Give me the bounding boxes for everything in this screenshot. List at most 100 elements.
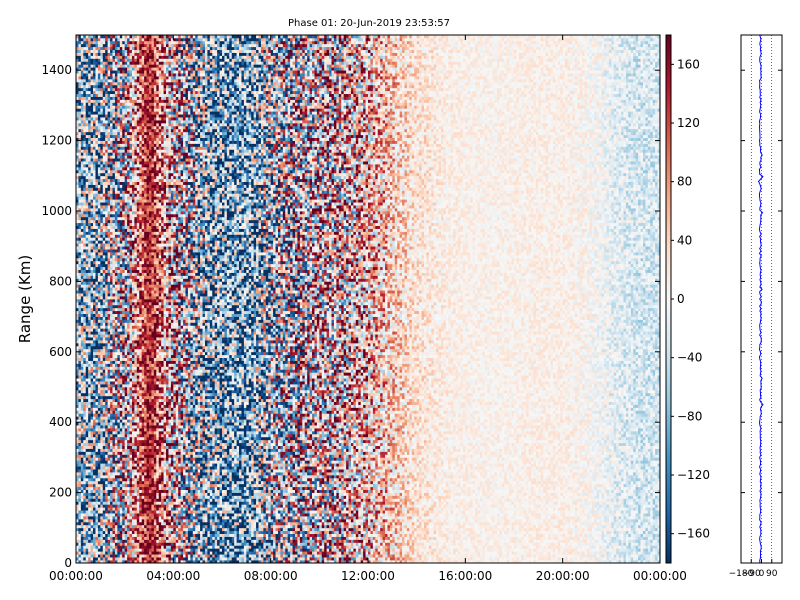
heatmap-cell bbox=[127, 64, 130, 67]
heatmap-cell bbox=[95, 146, 98, 149]
heatmap-cell bbox=[86, 428, 89, 431]
heatmap-cell bbox=[117, 311, 120, 314]
heatmap-cell bbox=[103, 487, 106, 490]
heatmap-cell bbox=[100, 557, 103, 560]
heatmap-cell bbox=[113, 431, 116, 434]
heatmap-cell bbox=[115, 328, 118, 331]
heatmap-cell bbox=[91, 393, 94, 396]
heatmap-cell bbox=[81, 50, 84, 53]
heatmap-cell bbox=[117, 252, 120, 255]
heatmap-cell bbox=[86, 361, 89, 364]
heatmap-cell bbox=[93, 284, 96, 287]
heatmap-cell bbox=[86, 79, 89, 82]
heatmap-cell bbox=[110, 73, 113, 76]
heatmap-cell bbox=[81, 278, 84, 281]
heatmap-cell bbox=[78, 311, 81, 314]
heatmap-cell bbox=[86, 170, 89, 173]
heatmap-cell bbox=[122, 73, 125, 76]
heatmap-cell bbox=[113, 522, 116, 525]
heatmap-cell bbox=[98, 217, 101, 220]
heatmap-cell bbox=[78, 240, 81, 243]
heatmap-cell bbox=[120, 240, 123, 243]
heatmap-cell bbox=[88, 267, 91, 270]
heatmap-cell bbox=[91, 246, 94, 249]
heatmap-cell bbox=[95, 299, 98, 302]
heatmap-cell bbox=[108, 141, 111, 144]
heatmap-cell bbox=[127, 56, 130, 59]
heatmap-cell bbox=[108, 343, 111, 346]
heatmap-cell bbox=[103, 82, 106, 85]
heatmap-cell bbox=[91, 308, 94, 311]
heatmap-cell bbox=[86, 296, 89, 299]
heatmap-cell bbox=[103, 522, 106, 525]
heatmap-cell bbox=[98, 76, 101, 79]
heatmap-cell bbox=[88, 173, 91, 176]
heatmap-cell bbox=[130, 501, 133, 504]
heatmap-cell bbox=[127, 510, 130, 513]
heatmap-cell bbox=[81, 138, 84, 141]
heatmap-cell bbox=[93, 322, 96, 325]
heatmap-cell bbox=[113, 443, 116, 446]
heatmap-cell bbox=[122, 352, 125, 355]
heatmap-cell bbox=[88, 325, 91, 328]
heatmap-cell bbox=[88, 53, 91, 56]
heatmap-cell bbox=[78, 199, 81, 202]
heatmap-cell bbox=[113, 220, 116, 223]
heatmap-cell bbox=[81, 293, 84, 296]
heatmap-cell bbox=[117, 496, 120, 499]
heatmap-cell bbox=[95, 431, 98, 434]
heatmap-cell bbox=[110, 164, 113, 167]
heatmap-cell bbox=[105, 276, 108, 279]
heatmap-cell bbox=[115, 88, 118, 91]
heatmap-cell bbox=[91, 343, 94, 346]
heatmap-cell bbox=[81, 496, 84, 499]
heatmap-cell bbox=[95, 501, 98, 504]
heatmap-cell bbox=[105, 457, 108, 460]
heatmap-cell bbox=[108, 232, 111, 235]
heatmap-cell bbox=[108, 67, 111, 70]
heatmap-cell bbox=[115, 528, 118, 531]
heatmap-cell bbox=[88, 261, 91, 264]
heatmap-cell bbox=[113, 413, 116, 416]
heatmap-cell bbox=[95, 466, 98, 469]
heatmap-cell bbox=[130, 384, 133, 387]
heatmap-cell bbox=[81, 129, 84, 132]
heatmap-cell bbox=[127, 393, 130, 396]
heatmap-cell bbox=[108, 132, 111, 135]
heatmap-cell bbox=[93, 47, 96, 50]
heatmap-cell bbox=[108, 452, 111, 455]
heatmap-cell bbox=[125, 390, 128, 393]
heatmap-cell bbox=[122, 108, 125, 111]
heatmap-cell bbox=[103, 100, 106, 103]
heatmap-cell bbox=[117, 229, 120, 232]
heatmap-cell bbox=[78, 381, 81, 384]
heatmap-cell bbox=[98, 278, 101, 281]
heatmap-cell bbox=[105, 545, 108, 548]
heatmap-cell bbox=[125, 205, 128, 208]
heatmap-cell bbox=[98, 372, 101, 375]
heatmap-cell bbox=[120, 61, 123, 64]
heatmap-cell bbox=[100, 278, 103, 281]
heatmap-cell bbox=[115, 173, 118, 176]
heatmap-cell bbox=[108, 167, 111, 170]
heatmap-cell bbox=[100, 396, 103, 399]
heatmap-cell bbox=[115, 516, 118, 519]
heatmap-cell bbox=[117, 50, 120, 53]
heatmap-cell bbox=[113, 504, 116, 507]
heatmap-cell bbox=[83, 114, 86, 117]
heatmap-cell bbox=[125, 548, 128, 551]
heatmap-cell bbox=[91, 120, 94, 123]
heatmap-cell bbox=[91, 61, 94, 64]
heatmap-cell bbox=[110, 372, 113, 375]
heatmap-cell bbox=[125, 449, 128, 452]
heatmap-cell bbox=[95, 490, 98, 493]
heatmap-cell bbox=[113, 105, 116, 108]
heatmap-cell bbox=[78, 61, 81, 64]
heatmap-cell bbox=[91, 108, 94, 111]
heatmap-cell bbox=[88, 443, 91, 446]
heatmap-cell bbox=[88, 405, 91, 408]
heatmap-cell bbox=[98, 120, 101, 123]
heatmap-cell bbox=[81, 61, 84, 64]
heatmap-cell bbox=[108, 188, 111, 191]
heatmap-cell bbox=[108, 493, 111, 496]
